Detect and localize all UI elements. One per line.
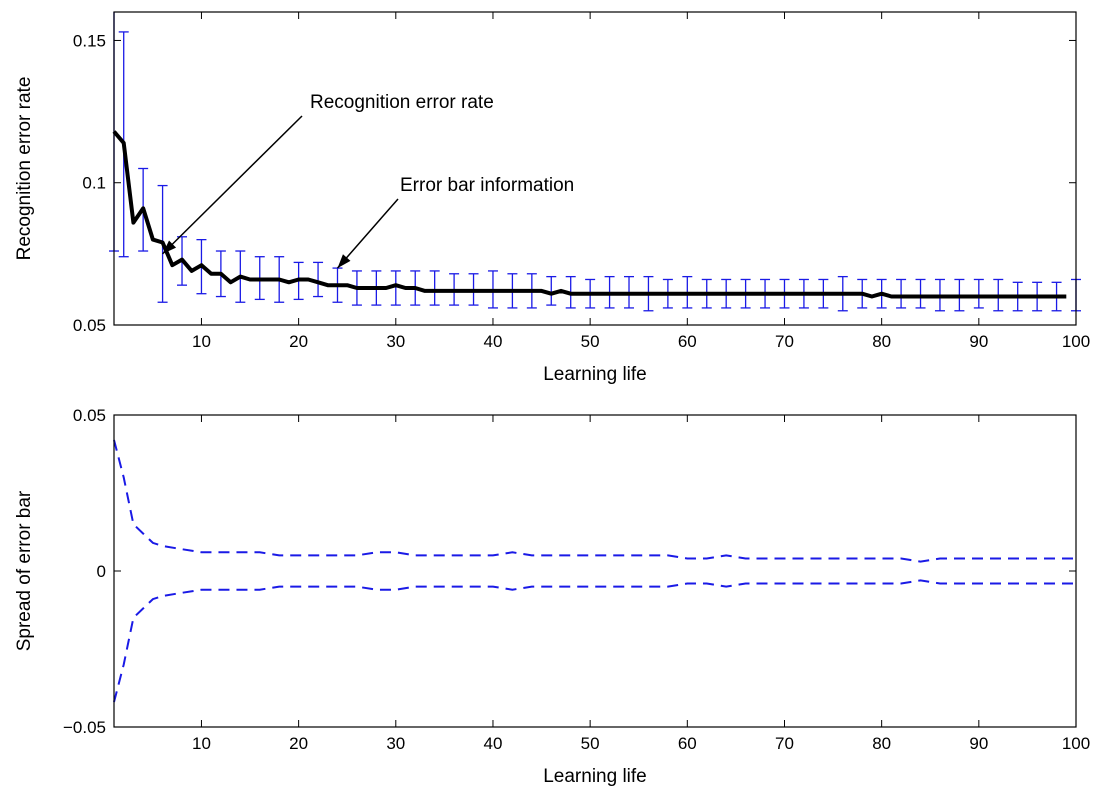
y-tick-label: 0.05 (73, 406, 106, 425)
x-tick-label: 30 (386, 734, 405, 753)
x-tick-label: 90 (969, 332, 988, 351)
x-tick-label: 30 (386, 332, 405, 351)
error-rate-y-axis-label: Recognition error rate (14, 77, 35, 261)
spread-plot-marks (113, 439, 1076, 703)
error-rate-plot-marks (109, 12, 1081, 312)
annotation-arrow-line (162, 115, 303, 255)
annotation-recognition-error-rate: Recognition error rate (310, 92, 494, 113)
y-tick-label: 0.05 (73, 316, 106, 335)
x-tick-label: 20 (289, 332, 308, 351)
annotation-arrow-head (337, 254, 351, 269)
y-tick-label: 0.15 (73, 31, 106, 50)
recognition-error-rate-line (112, 130, 1067, 299)
spread-panel: 10 20 30 40 50 60 70 80 90 100 −0.05 0 0.05 Learning… (14, 406, 1090, 787)
x-tick-label: 80 (872, 332, 891, 351)
error-rate-axes-frame (113, 11, 1077, 326)
x-tick-label: 50 (581, 734, 600, 753)
x-tick-label: 70 (775, 332, 794, 351)
x-tick-label: 90 (969, 734, 988, 753)
x-tick-label: 80 (872, 734, 891, 753)
x-tick-label: 40 (484, 734, 503, 753)
spread-x-axis-label: Learning life (543, 766, 647, 787)
y-tick-label: −0.05 (63, 718, 106, 737)
x-tick-label: 40 (484, 332, 503, 351)
x-tick-label: 70 (775, 734, 794, 753)
error-rate-annotations: Recognition error rate Error bar informa… (310, 92, 574, 196)
x-tick-label: 20 (289, 734, 308, 753)
spread-lower-line (113, 579, 1076, 703)
y-tick-label: 0.1 (82, 174, 106, 193)
annotation-arrow-head (162, 240, 177, 254)
error-rate-panel: 10 20 30 40 50 60 70 80 90 100 0.05 0.1 0.15 Learnin… (14, 11, 1090, 385)
error-rate-ticks: 10 20 30 40 50 60 70 80 90 100 0.05 0.1 0.15 (73, 12, 1090, 351)
y-tick-label: 0 (97, 562, 106, 581)
x-tick-label: 10 (192, 734, 211, 753)
x-tick-label: 60 (678, 734, 697, 753)
annotation-arrow-line (336, 198, 399, 269)
spread-upper-line (113, 439, 1076, 563)
error-rate-x-axis-label: Learning life (543, 364, 647, 385)
x-tick-label: 100 (1062, 734, 1090, 753)
spread-ticks: 10 20 30 40 50 60 70 80 90 100 −0.05 0 0.05 (63, 406, 1090, 753)
x-tick-label: 50 (581, 332, 600, 351)
x-tick-label: 10 (192, 332, 211, 351)
x-tick-label: 100 (1062, 332, 1090, 351)
spread-y-axis-label: Spread of error bar (14, 490, 35, 651)
x-tick-label: 60 (678, 332, 697, 351)
annotation-error-bar-information: Error bar information (400, 175, 574, 196)
